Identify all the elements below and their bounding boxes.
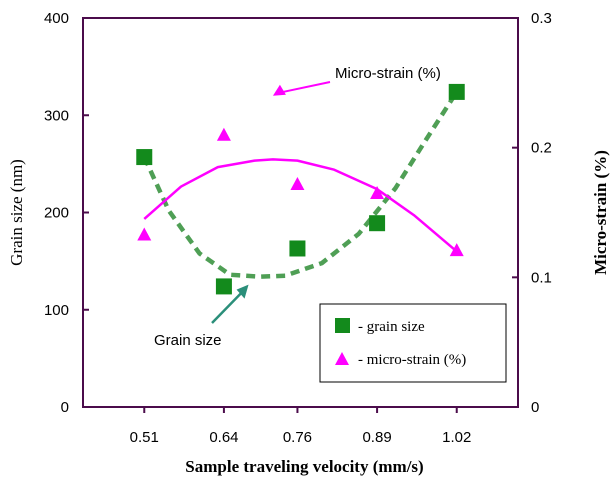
- plot-area: 0 100 200 300 400 0 0.1 0.2 0.3 0.51 0.64 0.76 0.89 1…: [7, 10, 610, 476]
- micro-strain-annotation-arrow-line: [278, 81, 331, 94]
- x-tick-label: 0.51: [130, 429, 159, 446]
- legend-box: [319, 303, 507, 383]
- y2-axis-title: Micro-strain (%): [591, 150, 610, 275]
- left-y-tick-label: 400: [44, 10, 69, 27]
- micro-strain-annotation: Micro-strain (%): [335, 65, 441, 82]
- grain-size-point: [289, 240, 306, 257]
- legend-grain-size-label: - grain size: [358, 319, 425, 335]
- y-axis-title: Grain size (nm): [7, 159, 26, 266]
- grain-size-point: [136, 149, 153, 166]
- x-tick-label: 0.64: [209, 429, 238, 446]
- grain-size-point: [369, 215, 386, 232]
- grain-size-annotation-arrow-head: [236, 284, 249, 299]
- left-y-tick-label: 100: [44, 302, 69, 319]
- legend-grain-size-marker: [335, 318, 350, 333]
- left-y-tick-label: 300: [44, 107, 69, 124]
- x-tick-label: 0.76: [283, 429, 312, 446]
- grain-size-point: [215, 278, 232, 295]
- x-axis-title: Sample traveling velocity (mm/s): [185, 457, 423, 476]
- x-tick-label: 0.89: [362, 429, 391, 446]
- left-y-tick-label: 0: [61, 399, 69, 416]
- legend-micro-strain-marker: [335, 352, 349, 365]
- x-tick-label: 1.02: [442, 429, 471, 446]
- left-y-tick-label: 200: [44, 205, 69, 222]
- grain-size-annotation-arrow-line: [211, 288, 246, 324]
- legend-micro-strain-label: - micro-strain (%): [358, 352, 466, 368]
- right-y-tick-label: 0.2: [531, 140, 552, 157]
- right-y-tick-label: 0: [531, 399, 539, 416]
- right-y-tick-label: 0.1: [531, 269, 552, 286]
- micro-strain-fit-line: [143, 158, 458, 253]
- micro-strain-point: [290, 176, 305, 190]
- right-y-tick-label: 0.3: [531, 10, 552, 27]
- micro-strain-point: [449, 243, 464, 257]
- grain-size-point: [448, 83, 465, 100]
- micro-strain-annotation-arrow-head: [272, 84, 286, 96]
- grain-size-fit-line: [142, 90, 459, 279]
- grain-size-annotation: Grain size: [154, 332, 222, 349]
- micro-strain-point: [216, 127, 231, 141]
- micro-strain-point: [370, 186, 385, 200]
- micro-strain-point: [137, 227, 152, 241]
